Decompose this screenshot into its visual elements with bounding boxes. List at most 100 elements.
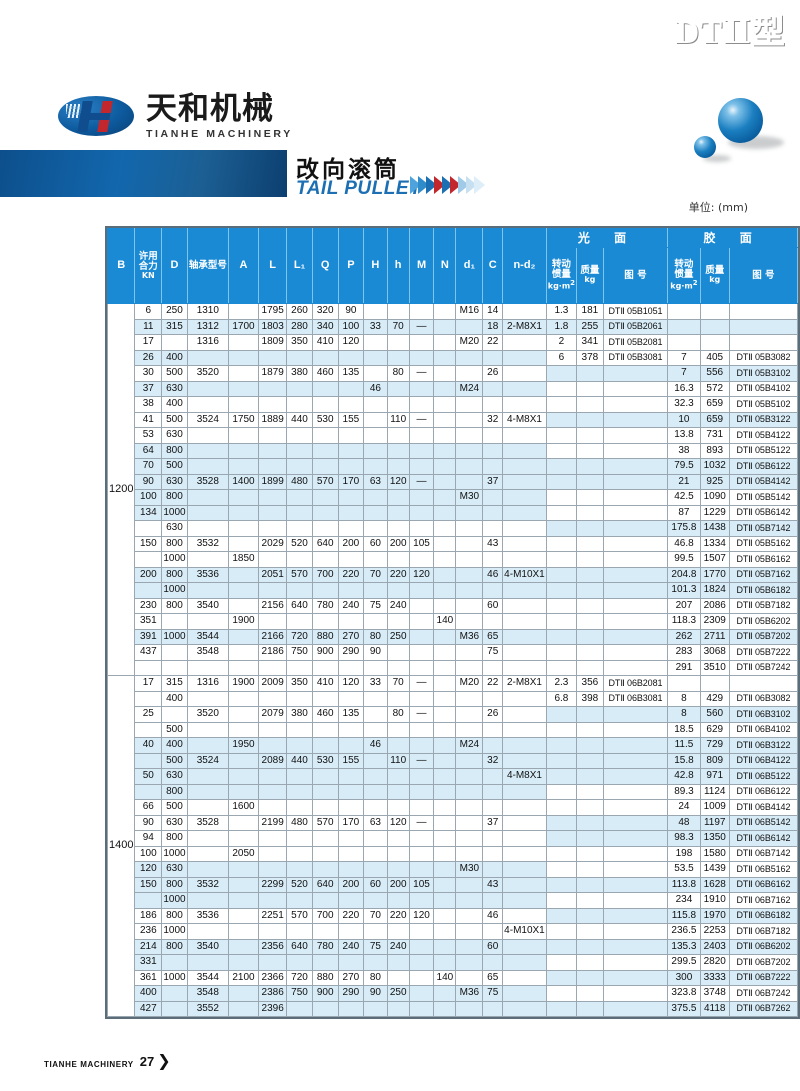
cell-r_code: [728, 318, 799, 335]
cell-d1: M16: [455, 303, 484, 320]
cell-r_inertia: 48: [667, 814, 701, 831]
cell-P: [337, 659, 365, 676]
cell-s_code: [602, 566, 669, 583]
cell-nd: [502, 752, 547, 769]
cell-C: [482, 845, 504, 862]
cell-force: 90: [134, 814, 163, 831]
cell-s_inertia: [545, 597, 578, 614]
cell-L: [258, 442, 288, 459]
cell-C: 46: [482, 907, 504, 924]
cell-A: 1900: [227, 675, 260, 692]
cell-D: [161, 644, 188, 661]
cell-L: 2029: [258, 535, 288, 552]
cell-r_code: DTⅡ 06B4122: [728, 752, 799, 769]
cell-L1: 440: [286, 411, 313, 428]
cell-nd: [502, 365, 547, 382]
table-row: 391 1000 3544 2166 720 880 270 80 250 M36 65 262 271…: [108, 628, 799, 645]
cell-N: [433, 535, 457, 552]
cell-D: 400: [161, 349, 188, 366]
cell-s_inertia: [545, 613, 578, 630]
cell-A: [227, 659, 260, 676]
cell-L: [258, 721, 288, 738]
cell-L: [258, 845, 288, 862]
cell-M: [408, 504, 435, 521]
cell-s_code: [602, 597, 669, 614]
cell-D: 800: [161, 535, 188, 552]
cell-r_inertia: 236.5: [667, 923, 701, 940]
cell-bearing: [186, 861, 229, 878]
cell-L1: [286, 954, 313, 971]
spec-table-body: 1200 6 250 1310 1795 260 320 90 M16 14 1.3 181 DTⅡ 0…: [106, 303, 799, 1017]
cell-nd: [502, 396, 547, 413]
col-header-d1: d₁: [455, 228, 484, 304]
cell-r_code: DTⅡ 06B6202: [728, 938, 799, 955]
cell-D: 800: [161, 876, 188, 893]
cell-s_inertia: [545, 427, 578, 444]
cell-force: 30: [134, 365, 163, 382]
cell-r_inertia: 8: [667, 706, 701, 723]
cell-force: 66: [134, 799, 163, 816]
cell-Q: [311, 799, 339, 816]
table-row: 1000 101.3 1824 DTⅡ 05B6182: [108, 582, 799, 599]
cell-s_inertia: [545, 489, 578, 506]
cell-D: 250: [161, 303, 188, 320]
cell-r_inertia: 46.8: [667, 535, 701, 552]
cell-N: [433, 752, 457, 769]
table-row: 94 800 98.3 1350 DTⅡ 06B6142: [108, 830, 799, 847]
cell-A: 1750: [227, 411, 260, 428]
cell-H: [363, 551, 388, 568]
cell-h: 200: [386, 876, 410, 893]
cell-s_inertia: [545, 365, 578, 382]
table-row: 200 800 3536 2051 570 700 220 70 220 120 46 4-M10X1…: [108, 566, 799, 583]
cell-r_code: DTⅡ 06B6162: [728, 876, 799, 893]
cell-P: [337, 396, 365, 413]
cell-P: [337, 489, 365, 506]
cell-Q: 570: [311, 473, 339, 490]
cell-L1: [286, 489, 313, 506]
chevron-icon: [458, 176, 469, 194]
chevron-icon: [410, 176, 421, 194]
cell-N: [433, 380, 457, 397]
col-header-C: C: [482, 228, 504, 304]
cell-r_inertia: 13.8: [667, 427, 701, 444]
cell-d1: [455, 799, 484, 816]
cell-L1: [286, 923, 313, 940]
cell-bearing: [186, 458, 229, 475]
cell-r_inertia: [667, 303, 701, 320]
cell-M: —: [408, 752, 435, 769]
cell-M: —: [408, 318, 435, 335]
cell-r_code: DTⅡ 05B6162: [728, 551, 799, 568]
cell-Q: 460: [311, 365, 339, 382]
cell-L: [258, 954, 288, 971]
table-row: 230 800 3540 2156 640 780 240 75 240 60 207 2086 DTⅡ…: [108, 597, 799, 614]
cell-A: [227, 985, 260, 1002]
cell-s_inertia: [545, 396, 578, 413]
cell-L: 2166: [258, 628, 288, 645]
table-row: 1400 17 315 1316 1900 2009 350 410 120 33 70— M20 22…: [106, 675, 799, 1017]
cell-D: 1000: [161, 551, 188, 568]
cell-A: [227, 923, 260, 940]
cell-A: [227, 582, 260, 599]
cell-Q: [311, 380, 339, 397]
cell-P: 135: [337, 365, 365, 382]
cell-H: 90: [363, 985, 388, 1002]
cell-N: [433, 597, 457, 614]
cell-P: 100: [337, 318, 365, 335]
cell-L1: [286, 690, 313, 707]
cell-bearing: [186, 551, 229, 568]
cell-D: 500: [161, 458, 188, 475]
cell-P: [337, 551, 365, 568]
cell-bearing: 3544: [186, 969, 229, 986]
cell-s_code: [602, 799, 669, 816]
cell-M: [408, 628, 435, 645]
cell-bearing: 1310: [186, 303, 229, 320]
cell-Q: 900: [311, 985, 339, 1002]
cell-r_mass: [699, 318, 730, 335]
cell-Q: [311, 489, 339, 506]
cell-L: [258, 737, 288, 754]
cell-L1: 750: [286, 985, 313, 1002]
cell-M: [408, 954, 435, 971]
cell-s_code: [602, 535, 669, 552]
col-header-L: L: [258, 228, 288, 304]
cell-s_code: [602, 1000, 669, 1017]
